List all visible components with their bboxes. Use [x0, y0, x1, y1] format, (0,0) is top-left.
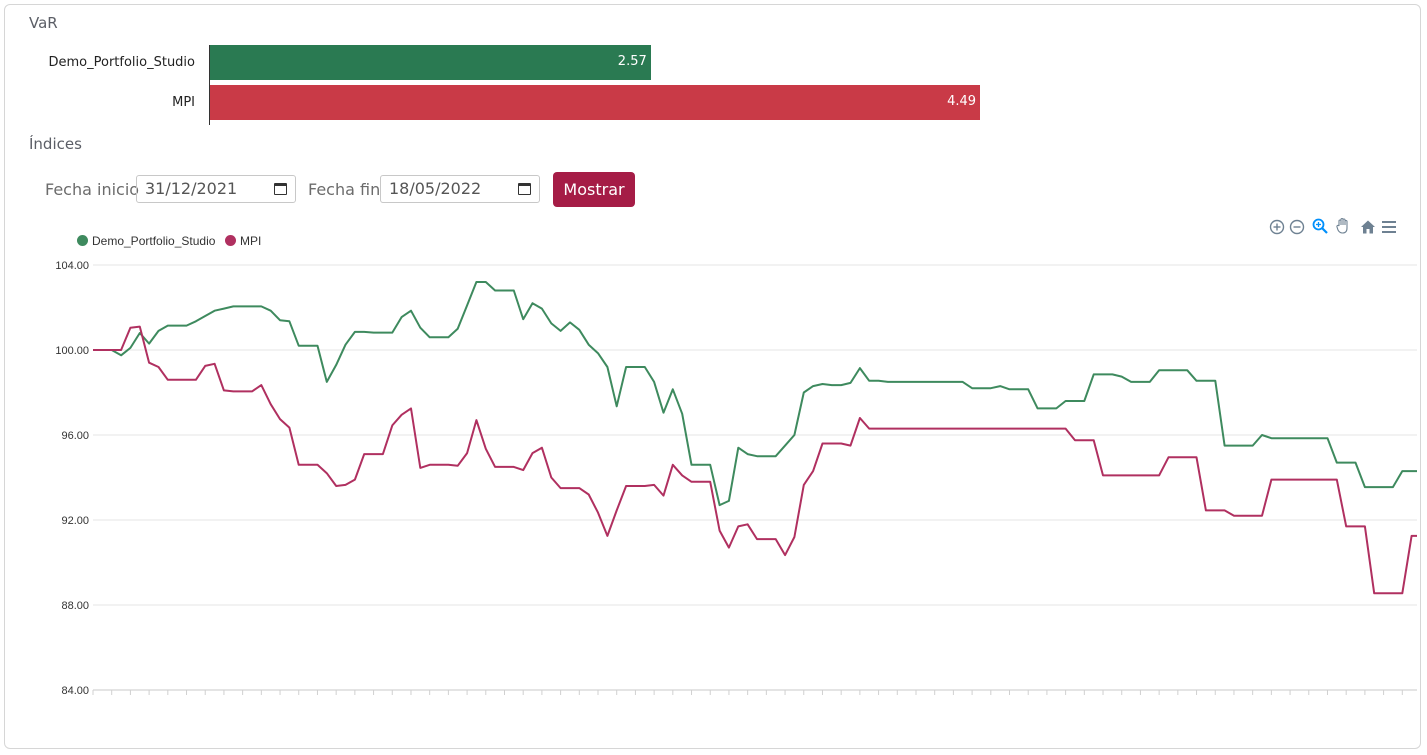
legend-item-mpi[interactable]: MPI — [225, 234, 261, 248]
chart-toolbar — [1269, 216, 1399, 238]
var-bar-portfolio[interactable]: 2.57 — [210, 45, 651, 80]
start-date-input[interactable]: 31/12/2021 — [136, 175, 296, 203]
dashboard-card: VaR Demo_Portfolio_Studio MPI 2.57 4.49 … — [4, 4, 1421, 749]
var-bar-label-portfolio: Demo_Portfolio_Studio — [48, 55, 195, 70]
var-axis-line — [209, 45, 210, 125]
calendar-icon[interactable] — [518, 183, 531, 195]
start-date-value: 31/12/2021 — [145, 179, 238, 198]
show-button[interactable]: Mostrar — [553, 172, 635, 207]
indices-section-title: Índices — [29, 135, 82, 153]
var-bar-mpi[interactable]: 4.49 — [210, 85, 981, 120]
series-line-mpi[interactable] — [93, 325, 1417, 595]
selection-zoom-icon[interactable] — [1312, 218, 1328, 234]
home-reset-icon[interactable] — [1360, 219, 1376, 235]
y-tick-label: 92.00 — [61, 515, 89, 527]
y-tick-label: 104.00 — [55, 260, 89, 272]
y-tick-label: 84.00 — [61, 685, 89, 697]
y-tick-label: 96.00 — [61, 430, 89, 442]
menu-icon[interactable] — [1381, 219, 1397, 235]
indices-line-chart: 104.00 100.00 96.00 92.00 88.00 84.00 — [55, 260, 1417, 697]
legend-marker — [225, 235, 236, 246]
y-tick-label: 88.00 — [61, 600, 89, 612]
var-bar-chart: Demo_Portfolio_Studio MPI 2.57 4.49 — [5, 41, 1005, 125]
var-bar-label-mpi: MPI — [172, 95, 195, 110]
pan-hand-icon[interactable] — [1335, 217, 1351, 235]
var-section-title: VaR — [29, 14, 58, 32]
end-date-label: Fecha fin — [308, 180, 381, 199]
end-date-value: 18/05/2022 — [389, 179, 482, 198]
start-date-label: Fecha inicio — [45, 180, 140, 199]
zoom-in-icon[interactable] — [1269, 219, 1285, 235]
zoom-out-icon[interactable] — [1289, 219, 1305, 235]
legend-label-mpi: MPI — [240, 234, 262, 248]
var-bar-value-portfolio: 2.57 — [617, 54, 647, 69]
series-line-portfolio[interactable] — [93, 281, 1417, 507]
var-bar-value-mpi: 4.49 — [947, 94, 977, 109]
y-tick-label: 100.00 — [55, 345, 89, 357]
calendar-icon[interactable] — [274, 183, 287, 195]
legend-item-portfolio[interactable]: Demo_Portfolio_Studio — [77, 234, 215, 248]
legend-label-portfolio: Demo_Portfolio_Studio — [92, 234, 216, 248]
legend-marker — [77, 235, 88, 246]
end-date-input[interactable]: 18/05/2022 — [380, 175, 540, 203]
